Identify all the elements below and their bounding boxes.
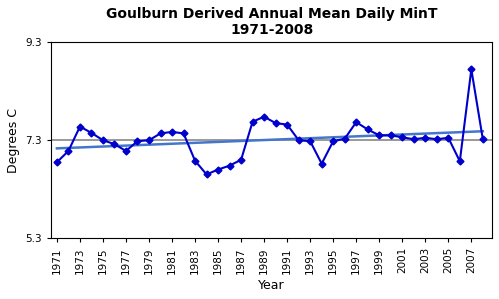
Title: Goulburn Derived Annual Mean Daily MinT
1971-2008: Goulburn Derived Annual Mean Daily MinT … [106,7,437,37]
Y-axis label: Degrees C: Degrees C [7,108,20,173]
X-axis label: Year: Year [258,279,285,292]
